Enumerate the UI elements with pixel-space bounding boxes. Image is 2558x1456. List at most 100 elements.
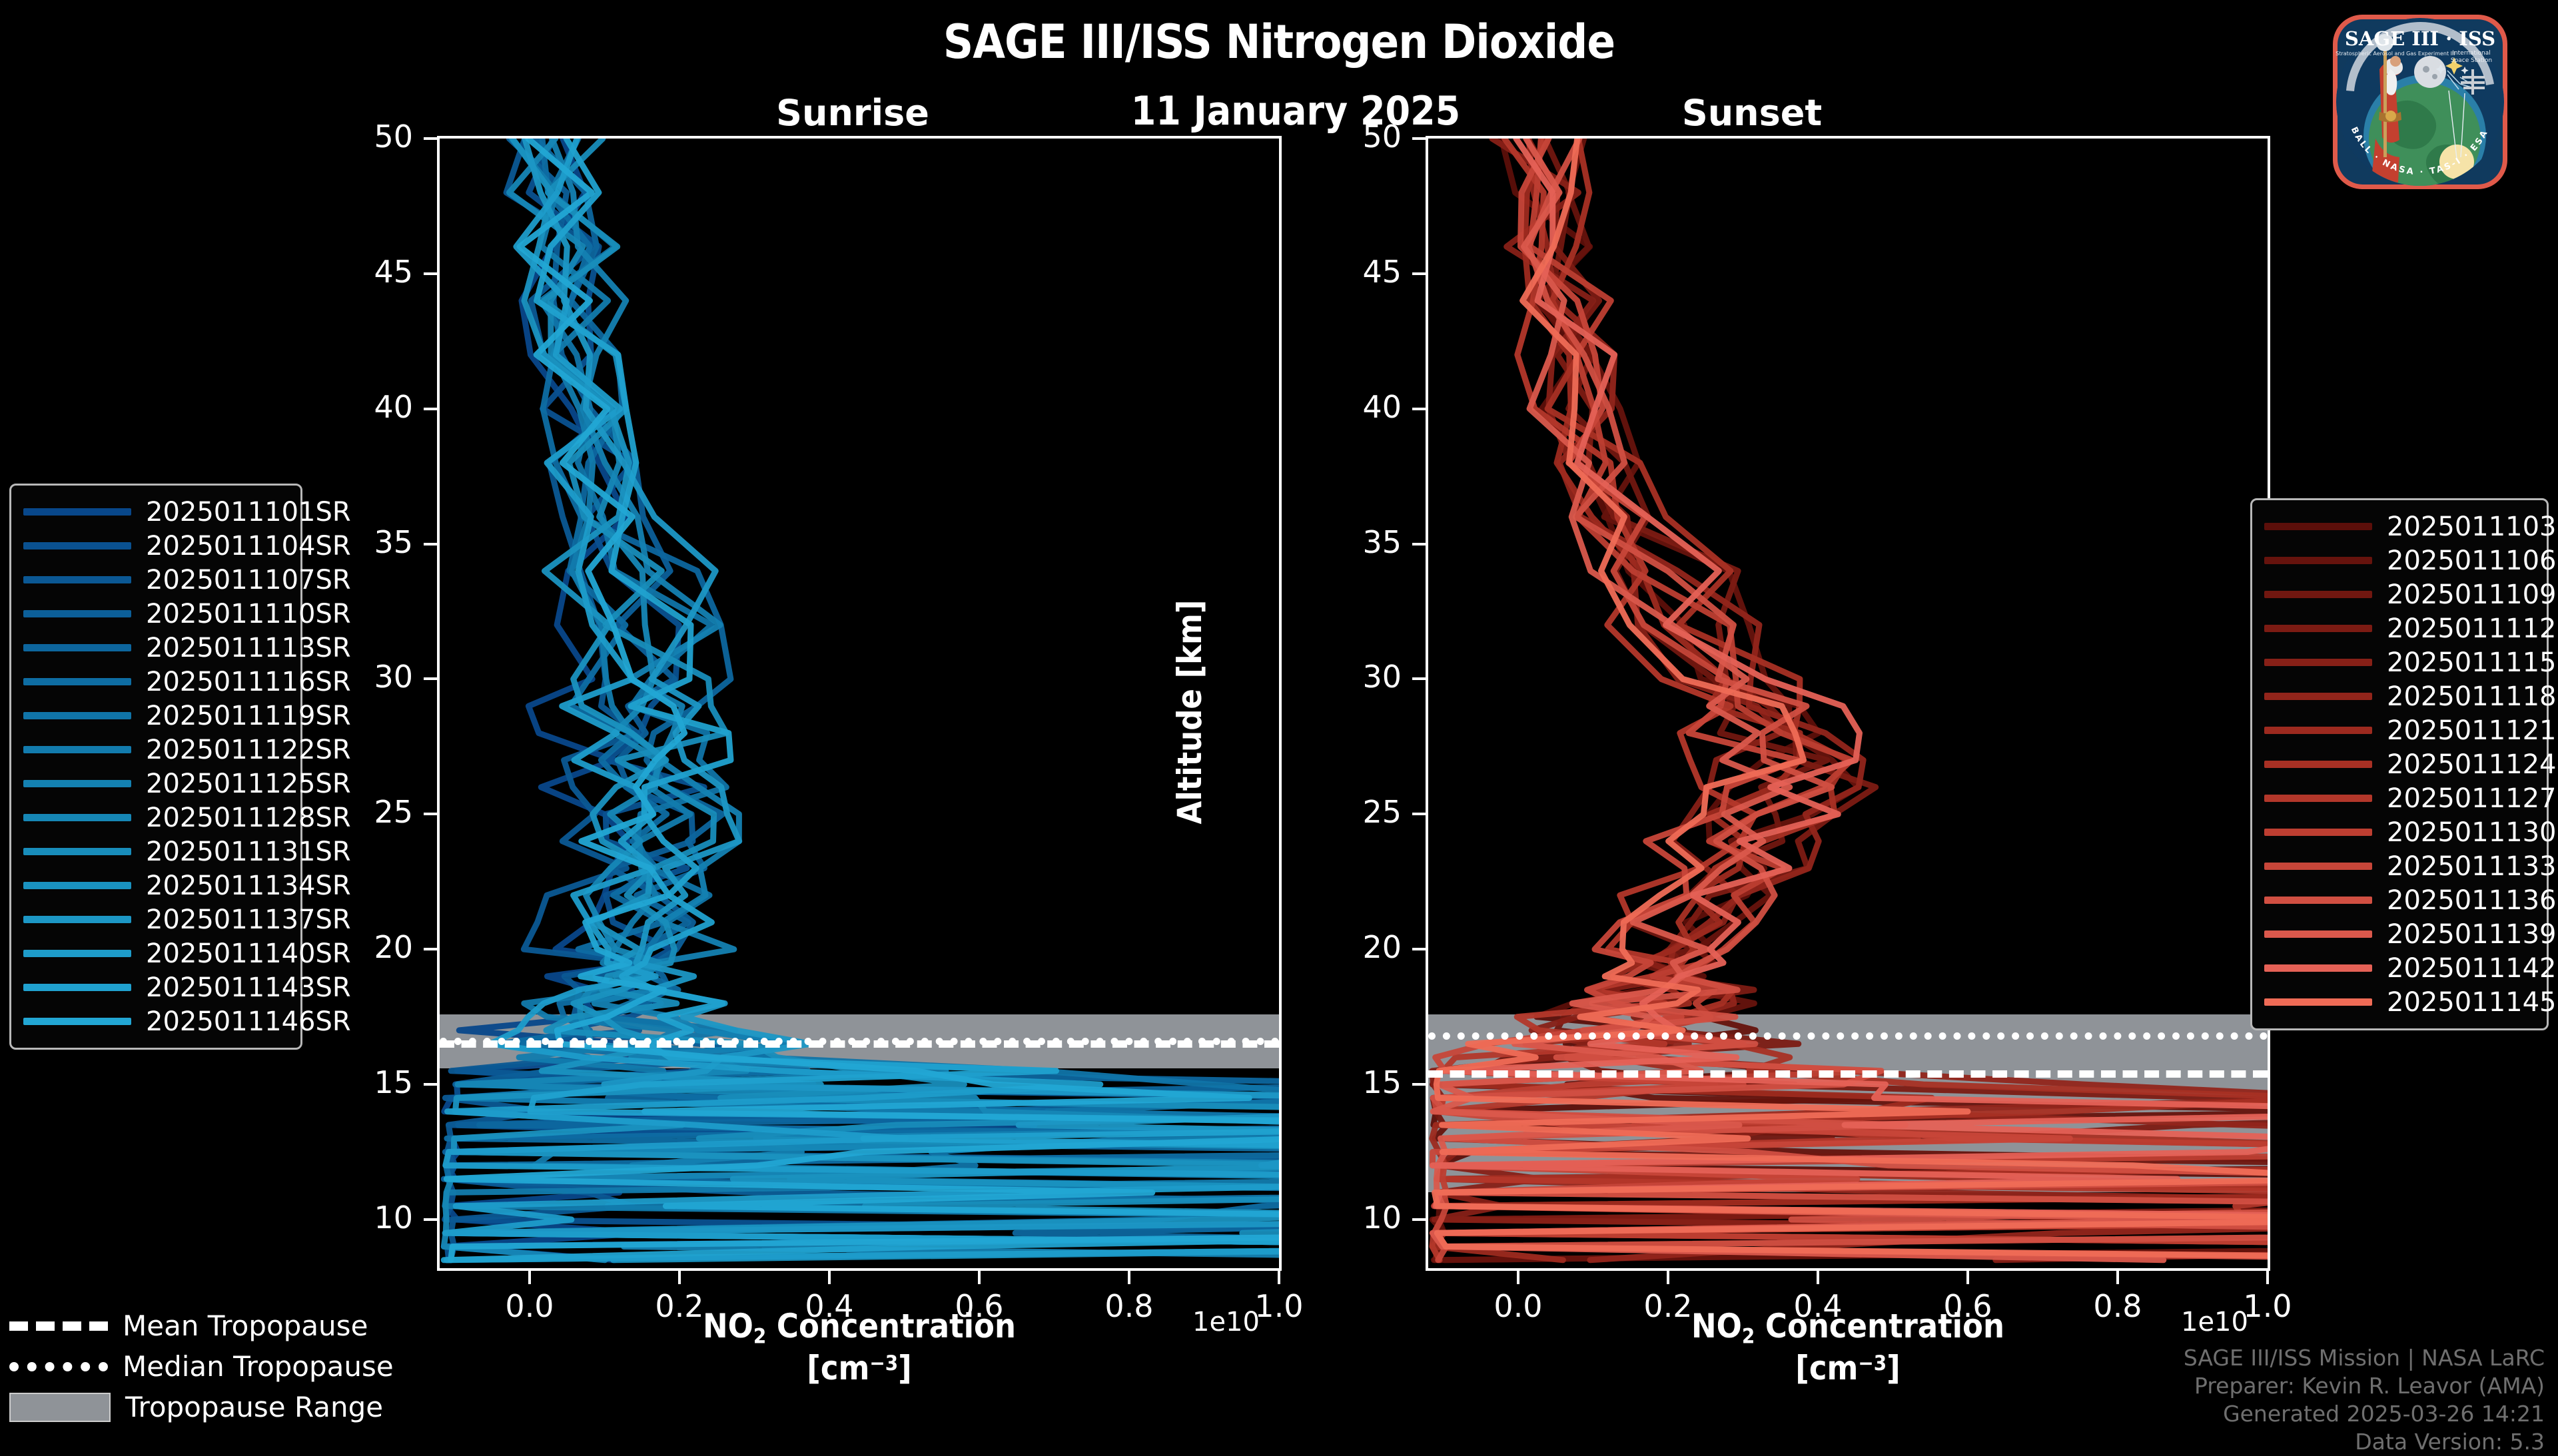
legend-item[interactable]: 2025011119SR bbox=[23, 699, 351, 733]
legend-item[interactable]: 2025011124SS bbox=[2264, 747, 2558, 781]
legend-item[interactable]: 2025011143SR bbox=[23, 970, 351, 1004]
legend-item[interactable]: 2025011133SS bbox=[2264, 849, 2558, 883]
legend-item[interactable]: 2025011109SS bbox=[2264, 577, 2558, 611]
legend-label: 2025011103SS bbox=[2387, 511, 2558, 542]
legend-color-swatch bbox=[23, 882, 131, 889]
y-tick-label: 40 bbox=[374, 388, 413, 425]
profile-curve bbox=[1432, 139, 2268, 1259]
legend-item[interactable]: 2025011142SS bbox=[2264, 951, 2558, 985]
legend-item-median-tropopause: Median Tropopause bbox=[9, 1346, 394, 1387]
y-tick-label: 50 bbox=[374, 119, 413, 155]
legend-color-swatch bbox=[23, 1018, 131, 1025]
x-tick-label: 0.0 bbox=[505, 1288, 554, 1324]
y-tick bbox=[1412, 813, 1426, 816]
x-axis-offset-sunrise: 1e10 bbox=[1192, 1307, 1260, 1337]
legend-label: 2025011134SR bbox=[146, 870, 351, 901]
x-tick-label: 0.2 bbox=[655, 1288, 704, 1324]
logo-title-text: SAGE III · ISS bbox=[2345, 27, 2495, 50]
y-tick-label: 25 bbox=[1362, 794, 1402, 831]
legend-label: 2025011133SS bbox=[2387, 851, 2558, 882]
legend-item[interactable]: 2025011104SR bbox=[23, 529, 351, 563]
legend-color-swatch bbox=[2264, 727, 2372, 734]
y-tick bbox=[1412, 542, 1426, 546]
xlabel-units-line: [cm−3] bbox=[1648, 1349, 2048, 1387]
xlabel-subscript: 2 bbox=[1741, 1324, 1755, 1349]
footer-line-mission: SAGE III/ISS Mission | NASA LaRC bbox=[2183, 1345, 2545, 1371]
legend-label: 2025011127SS bbox=[2387, 783, 2558, 814]
legend-color-swatch bbox=[2264, 930, 2372, 938]
x-tick-label: 0.8 bbox=[2093, 1288, 2142, 1324]
legend-item[interactable]: 2025011128SR bbox=[23, 801, 351, 835]
y-tick bbox=[424, 407, 437, 410]
x-axis-label-sunset: NO2 Concentration [cm−3] bbox=[1648, 1307, 2048, 1387]
legend-label: 2025011107SR bbox=[146, 564, 351, 595]
legend-color-swatch bbox=[23, 848, 131, 855]
xlabel-concentration-text: Concentration bbox=[1755, 1307, 2004, 1345]
legend-item[interactable]: 2025011116SR bbox=[23, 665, 351, 699]
xlabel-unit-cm: [cm bbox=[1795, 1348, 1859, 1387]
legend-sunrise[interactable]: 2025011101SR 2025011104SR 2025011107SR 2025… bbox=[9, 484, 351, 1050]
legend-item[interactable]: 2025011131SR bbox=[23, 835, 351, 869]
legend-color-swatch bbox=[2264, 998, 2372, 1006]
legend-item[interactable]: 2025011121SS bbox=[2264, 713, 2558, 747]
legend-label: 2025011131SR bbox=[146, 836, 351, 867]
legend-item[interactable]: 2025011101SR bbox=[23, 495, 351, 529]
legend-item[interactable]: 2025011107SR bbox=[23, 563, 351, 597]
legend-color-swatch bbox=[2264, 625, 2372, 632]
legend-color-swatch bbox=[2264, 829, 2372, 836]
legend-item[interactable]: 2025011115SS bbox=[2264, 645, 2558, 679]
y-tick bbox=[424, 677, 437, 681]
legend-color-swatch bbox=[2264, 693, 2372, 700]
x-tick bbox=[2266, 1271, 2269, 1284]
legend-item[interactable]: 2025011103SS bbox=[2264, 510, 2558, 544]
legend-item[interactable]: 2025011118SS bbox=[2264, 679, 2558, 713]
legend-item[interactable]: 2025011112SS bbox=[2264, 611, 2558, 645]
legend-item[interactable]: 2025011130SS bbox=[2264, 815, 2558, 849]
legend-label: 2025011145SS bbox=[2387, 986, 2558, 1018]
legend-color-swatch bbox=[2264, 795, 2372, 802]
legend-item[interactable]: 2025011140SR bbox=[23, 936, 351, 970]
x-tick bbox=[1128, 1271, 1130, 1284]
date-subtitle: 11 January 2025 bbox=[1130, 88, 1461, 135]
legend-color-swatch bbox=[23, 678, 131, 685]
y-tick-label: 35 bbox=[374, 524, 413, 560]
profile-curve bbox=[442, 139, 1279, 1264]
legend-label: 2025011124SS bbox=[2387, 749, 2558, 780]
x-tick-label: 0.0 bbox=[1493, 1288, 1543, 1324]
legend-item[interactable]: 2025011122SR bbox=[23, 733, 351, 767]
y-tick-label: 45 bbox=[374, 253, 413, 290]
xlabel-units-line: [cm−3] bbox=[659, 1349, 1059, 1387]
legend-item[interactable]: 2025011139SS bbox=[2264, 917, 2558, 951]
legend-item[interactable]: 2025011146SR bbox=[23, 1004, 351, 1038]
legend-item[interactable]: 2025011137SR bbox=[23, 903, 351, 936]
footer-credits: SAGE III/ISS Mission | NASA LaRC Prepare… bbox=[2184, 1344, 2545, 1456]
xlabel-unit-cm: [cm bbox=[807, 1348, 870, 1387]
y-tick-label: 15 bbox=[1362, 1064, 1402, 1101]
legend-color-swatch bbox=[23, 814, 131, 821]
legend-label: 2025011113SR bbox=[146, 632, 351, 663]
legend-item[interactable]: 2025011134SR bbox=[23, 869, 351, 903]
x-tick-label: 0.4 bbox=[805, 1288, 854, 1324]
legend-item[interactable]: 2025011113SR bbox=[23, 631, 351, 665]
x-tick-label: 0.4 bbox=[1793, 1288, 1843, 1324]
legend-label: 2025011140SR bbox=[146, 938, 351, 969]
y-tick bbox=[1412, 948, 1426, 951]
legend-label: 2025011106SS bbox=[2387, 545, 2558, 576]
xlabel-unit-exponent: −3 bbox=[869, 1351, 899, 1375]
no2-profile-curves-sunset bbox=[1429, 139, 2268, 1264]
profile-curve bbox=[443, 139, 1279, 1264]
legend-label: 2025011130SS bbox=[2387, 817, 2558, 848]
legend-item[interactable]: 2025011110SR bbox=[23, 597, 351, 631]
legend-sunset[interactable]: 2025011103SS2025011106SS2025011109SS2025… bbox=[2250, 498, 2558, 1030]
x-axis-label-sunrise: NO2 Concentration [cm−3] bbox=[659, 1307, 1059, 1387]
x-tick bbox=[1278, 1271, 1280, 1284]
y-tick bbox=[424, 948, 437, 951]
legend-label: 2025011115SS bbox=[2387, 647, 2558, 678]
x-tick bbox=[978, 1271, 981, 1284]
legend-item[interactable]: 2025011145SS bbox=[2264, 985, 2558, 1019]
legend-item[interactable]: 2025011125SR bbox=[23, 767, 351, 801]
legend-item[interactable]: 2025011136SS bbox=[2264, 883, 2558, 917]
legend-item[interactable]: 2025011127SS bbox=[2264, 781, 2558, 815]
legend-item[interactable]: 2025011106SS bbox=[2264, 544, 2558, 577]
